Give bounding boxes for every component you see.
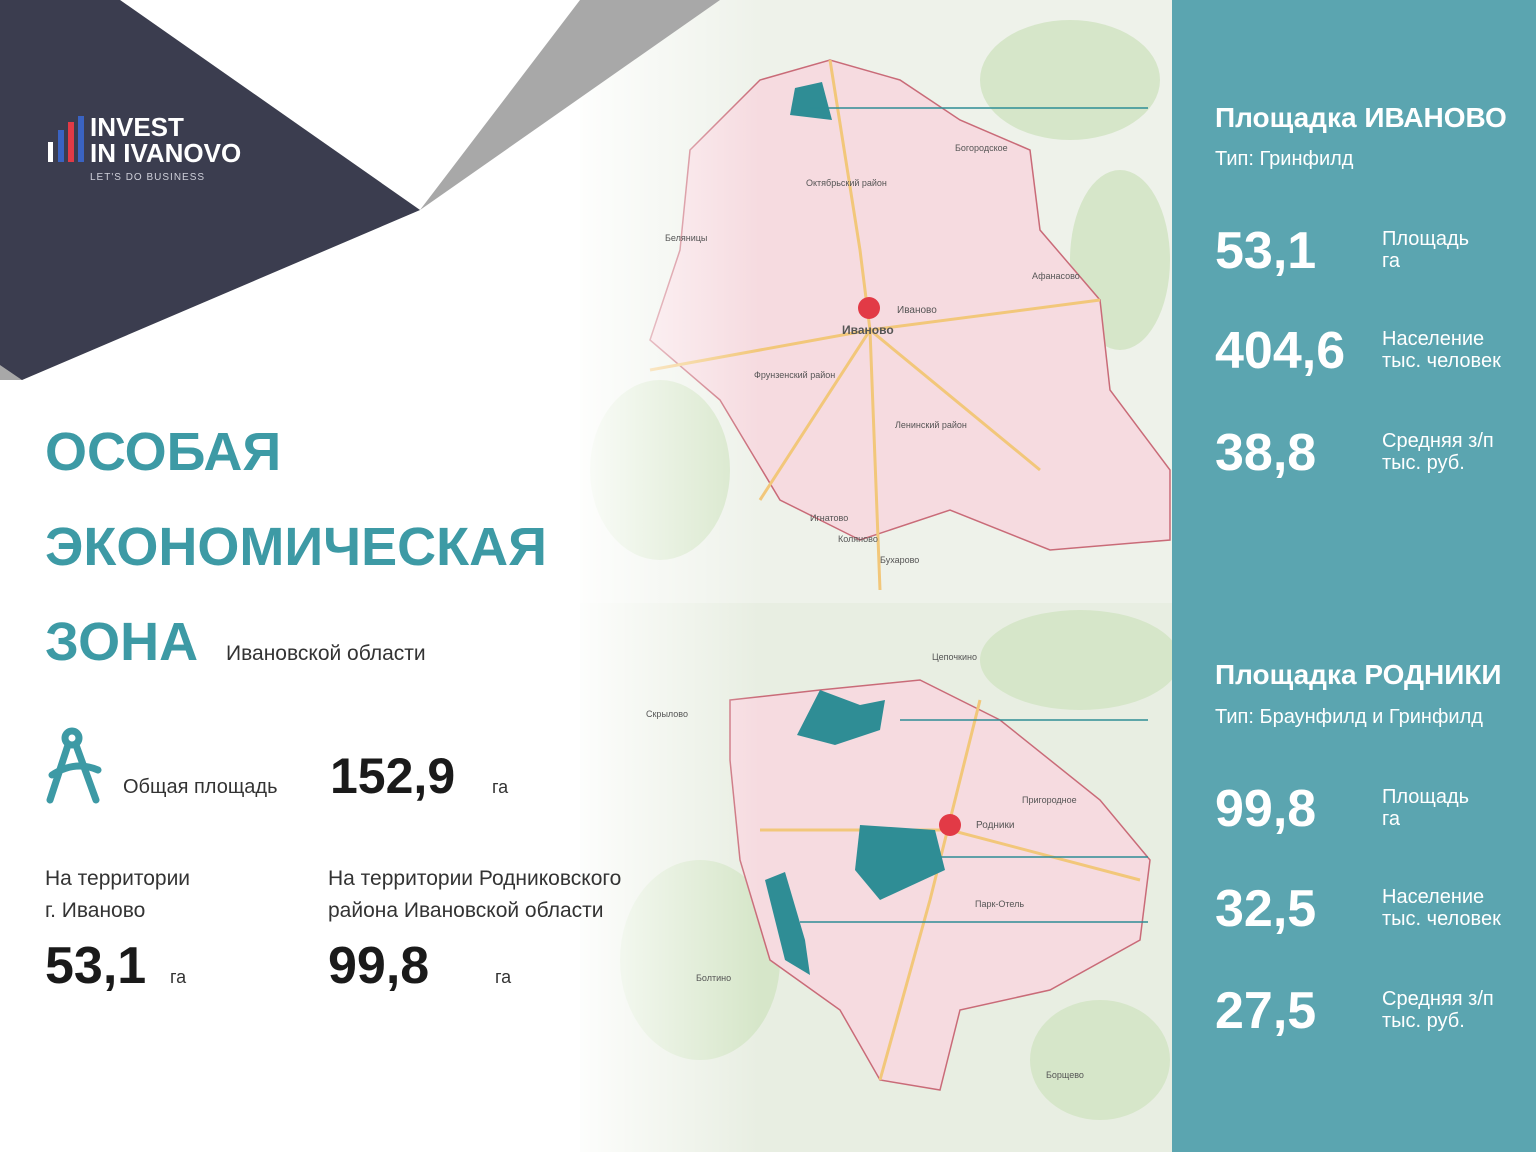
- site-stat-label: Средняя з/п: [1382, 430, 1494, 452]
- map-label: Октябрьский район: [806, 178, 887, 188]
- title-line: ОСОБАЯ: [45, 422, 281, 482]
- site-stat-value: 404,6: [1215, 322, 1345, 380]
- site-stat-label: Население: [1382, 886, 1484, 908]
- map-label: Борщево: [1046, 1070, 1084, 1080]
- site-stat-label: Площадь: [1382, 228, 1469, 250]
- arrows: [800, 107, 1148, 923]
- territory-value: 53,1: [45, 937, 146, 995]
- site-plots: [765, 82, 945, 975]
- city-pins: [858, 297, 961, 836]
- map-label: Цепочкино: [932, 652, 977, 662]
- territory-label: На территории Родниковского: [328, 867, 621, 890]
- site-stat-value: 32,5: [1215, 880, 1316, 938]
- map-label: Фрунзенский район: [754, 370, 835, 380]
- site-title: Площадка РОДНИКИ: [1215, 659, 1502, 690]
- territory-unit: га: [495, 967, 512, 987]
- site-stat-label: Площадь: [1382, 786, 1469, 808]
- site-stat-unit: га: [1382, 808, 1401, 830]
- subtitle: Ивановской области: [226, 642, 426, 665]
- site-stat-value: 38,8: [1215, 424, 1316, 482]
- territory-label: На территории: [45, 867, 190, 890]
- map-label: Игнатово: [810, 513, 848, 523]
- territory-label: района Ивановской области: [328, 899, 603, 922]
- map-fade: [560, 0, 760, 1152]
- map-label: Болтино: [696, 973, 731, 983]
- title-line: ЗОНА: [45, 612, 198, 672]
- map-label: Богородское: [955, 143, 1008, 153]
- total-unit: га: [492, 777, 509, 797]
- map-label: Беляницы: [665, 233, 707, 243]
- site-stat-label: Население: [1382, 328, 1484, 350]
- site-type: Тип: Гринфилд: [1215, 148, 1354, 170]
- logo-bars: [48, 116, 84, 162]
- map-label: Иваново: [842, 323, 894, 337]
- territory-value: 99,8: [328, 937, 429, 995]
- logo-line2: IN IVANOVO: [90, 138, 241, 168]
- site-stat-label: Средняя з/п: [1382, 988, 1494, 1010]
- site-stat-value: 99,8: [1215, 780, 1316, 838]
- site-type: Тип: Браунфилд и Гринфилд: [1215, 706, 1483, 728]
- info-panel: [1172, 0, 1536, 1152]
- map-label: Пригородное: [1022, 795, 1077, 805]
- map-label: Коляново: [838, 534, 878, 544]
- map-label: Родники: [976, 820, 1014, 831]
- total-value: 152,9: [330, 748, 455, 804]
- map-label: Бухарово: [880, 555, 919, 565]
- title-line: ЭКОНОМИЧЕСКАЯ: [45, 517, 547, 577]
- site-stat-value: 27,5: [1215, 982, 1316, 1040]
- site-stat-value: 53,1: [1215, 222, 1316, 280]
- site-title: Площадка ИВАНОВО: [1215, 102, 1507, 133]
- site-stat-unit: тыс. человек: [1382, 908, 1501, 930]
- logo-line1: INVEST: [90, 112, 184, 142]
- map-label: Ленинский район: [895, 420, 967, 430]
- site-stat-unit: тыс. руб.: [1382, 452, 1465, 474]
- site-stat-unit: га: [1382, 250, 1401, 272]
- territory-label: г. Иваново: [45, 899, 145, 922]
- site-stat-unit: тыс. человек: [1382, 350, 1501, 372]
- map-label: Парк-Отель: [975, 899, 1024, 909]
- territory-unit: га: [170, 967, 187, 987]
- map-label: Иваново: [897, 305, 937, 316]
- logo-tagline: LET'S DO BUSINESS: [90, 172, 205, 183]
- total-label: Общая площадь: [123, 776, 278, 798]
- site-stat-unit: тыс. руб.: [1382, 1010, 1465, 1032]
- map-label: Афанасово: [1032, 271, 1080, 281]
- compass-icon: [46, 727, 102, 804]
- map-label: Скрылово: [646, 709, 688, 719]
- dark-triangle: [0, 0, 420, 380]
